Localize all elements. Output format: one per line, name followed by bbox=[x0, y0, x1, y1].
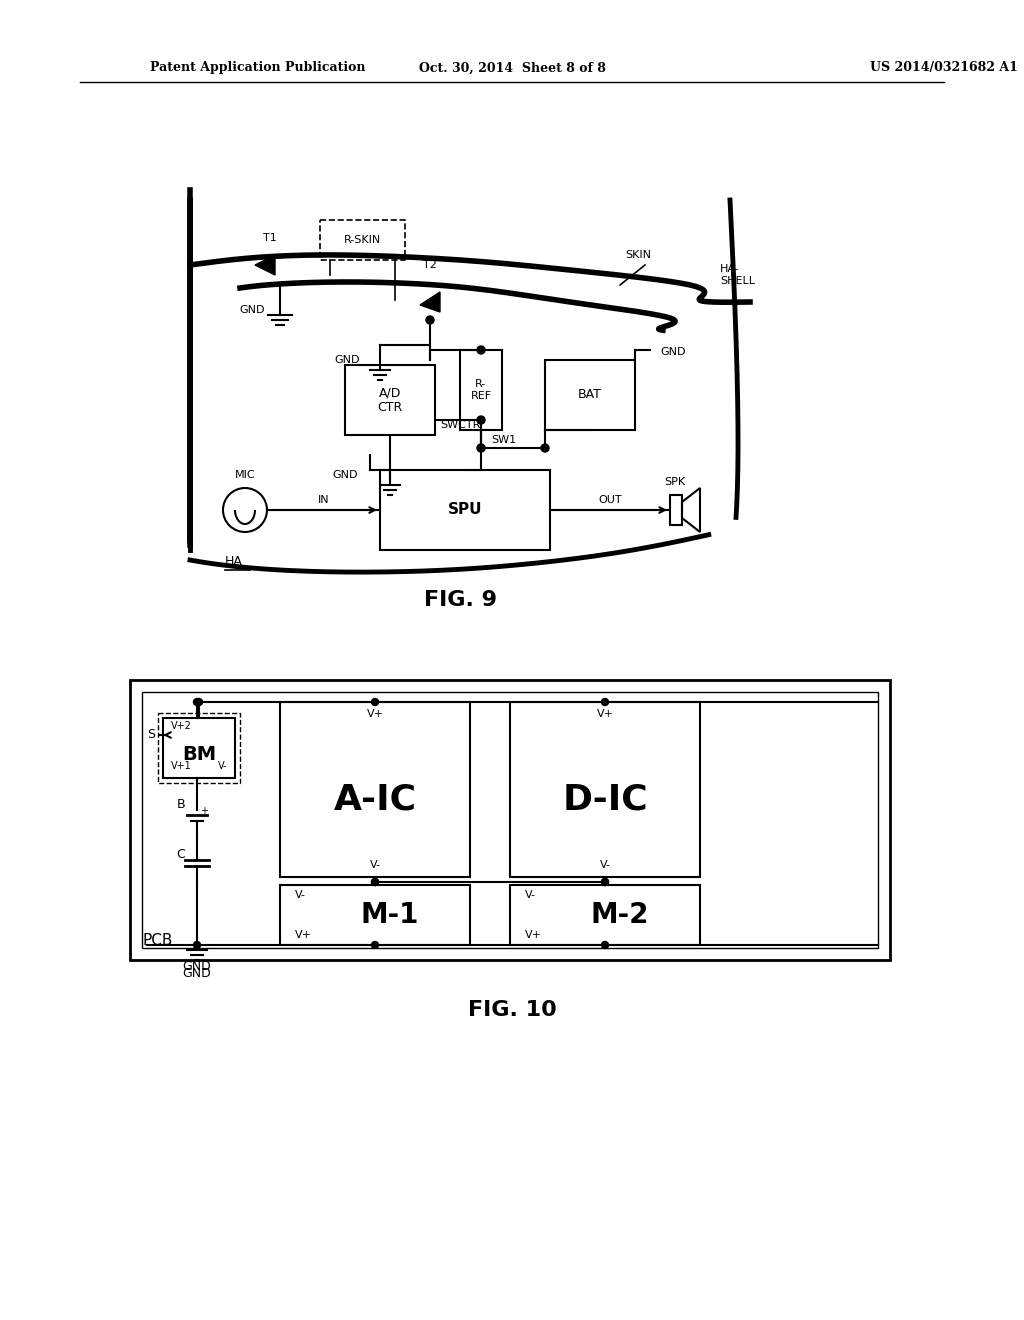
Text: BM: BM bbox=[182, 744, 216, 763]
Circle shape bbox=[194, 941, 201, 949]
Text: T1: T1 bbox=[263, 234, 276, 243]
Text: R-
REF: R- REF bbox=[470, 379, 492, 401]
Text: HA: HA bbox=[225, 554, 243, 568]
Text: GND: GND bbox=[333, 470, 358, 480]
Text: C: C bbox=[176, 849, 185, 862]
Circle shape bbox=[196, 698, 203, 705]
Bar bbox=[545, 360, 635, 430]
Text: V-: V- bbox=[217, 762, 227, 771]
Bar bbox=[142, 692, 878, 948]
Text: GND: GND bbox=[660, 347, 685, 356]
Bar bbox=[130, 680, 890, 960]
Text: OUT: OUT bbox=[598, 495, 622, 506]
Bar bbox=[510, 884, 700, 945]
Text: M-2: M-2 bbox=[591, 902, 649, 929]
Text: S: S bbox=[147, 729, 155, 742]
Bar bbox=[345, 366, 435, 436]
Text: SKIN: SKIN bbox=[625, 249, 651, 260]
Bar bbox=[670, 495, 682, 525]
Text: V-: V- bbox=[599, 861, 610, 870]
Circle shape bbox=[372, 879, 379, 886]
Circle shape bbox=[601, 698, 608, 705]
Circle shape bbox=[477, 346, 485, 354]
Text: IN: IN bbox=[317, 495, 330, 506]
Bar bbox=[163, 718, 234, 777]
Bar bbox=[280, 702, 470, 876]
Text: A/D
CTR: A/D CTR bbox=[378, 385, 402, 414]
Text: FIG. 9: FIG. 9 bbox=[424, 590, 497, 610]
Text: GND: GND bbox=[182, 960, 211, 973]
Text: T2: T2 bbox=[423, 260, 437, 271]
Text: GND: GND bbox=[240, 305, 265, 315]
Circle shape bbox=[601, 941, 608, 949]
Text: SPU: SPU bbox=[447, 503, 482, 517]
Circle shape bbox=[372, 941, 379, 949]
Circle shape bbox=[426, 315, 434, 323]
Text: V-: V- bbox=[295, 890, 306, 900]
Text: SW1: SW1 bbox=[490, 436, 516, 445]
Text: GND: GND bbox=[182, 968, 211, 979]
Text: FIG. 10: FIG. 10 bbox=[468, 1001, 556, 1020]
Text: US 2014/0321682 A1: US 2014/0321682 A1 bbox=[870, 62, 1018, 74]
Circle shape bbox=[372, 879, 379, 886]
Bar bbox=[460, 350, 502, 430]
Text: Patent Application Publication: Patent Application Publication bbox=[150, 62, 366, 74]
Circle shape bbox=[601, 879, 608, 886]
Bar bbox=[510, 702, 700, 876]
Text: BAT: BAT bbox=[579, 388, 602, 401]
Circle shape bbox=[194, 698, 201, 705]
Text: V-: V- bbox=[370, 861, 381, 870]
Text: A-IC: A-IC bbox=[334, 783, 417, 817]
Bar bbox=[319, 220, 406, 260]
Text: V+: V+ bbox=[525, 931, 542, 940]
Text: +: + bbox=[200, 807, 208, 816]
Polygon shape bbox=[255, 255, 275, 275]
Bar bbox=[280, 884, 470, 945]
Text: V+1: V+1 bbox=[171, 762, 191, 771]
Circle shape bbox=[372, 698, 379, 705]
Text: MIC: MIC bbox=[234, 470, 255, 480]
Text: V-: V- bbox=[525, 890, 536, 900]
Text: Oct. 30, 2014  Sheet 8 of 8: Oct. 30, 2014 Sheet 8 of 8 bbox=[419, 62, 605, 74]
Polygon shape bbox=[420, 292, 440, 312]
Text: SPK: SPK bbox=[665, 477, 685, 487]
Bar bbox=[380, 470, 550, 550]
Text: B: B bbox=[176, 799, 185, 812]
Text: GND: GND bbox=[335, 355, 360, 366]
Circle shape bbox=[477, 416, 485, 424]
Text: M-1: M-1 bbox=[360, 902, 419, 929]
Text: D-IC: D-IC bbox=[562, 783, 648, 817]
Text: V+: V+ bbox=[367, 709, 384, 719]
Bar bbox=[158, 713, 240, 783]
Text: HA-
SHELL: HA- SHELL bbox=[720, 264, 755, 286]
Text: V+: V+ bbox=[295, 931, 312, 940]
Circle shape bbox=[541, 444, 549, 451]
Text: PCB: PCB bbox=[142, 933, 172, 948]
Circle shape bbox=[601, 879, 608, 886]
Circle shape bbox=[477, 444, 485, 451]
Text: V+2: V+2 bbox=[171, 721, 191, 731]
Text: R-SKIN: R-SKIN bbox=[344, 235, 381, 246]
Text: V+: V+ bbox=[597, 709, 613, 719]
Text: SWCTR: SWCTR bbox=[440, 420, 480, 430]
